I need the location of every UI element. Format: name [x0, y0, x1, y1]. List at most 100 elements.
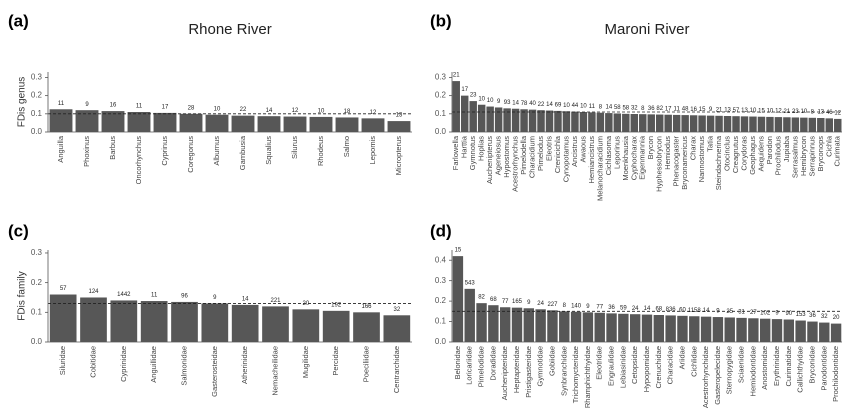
bar-count-label: 22 [538, 102, 545, 108]
bar-count-label: 9 [213, 295, 217, 301]
x-tick-label: Hemibrycon [799, 136, 808, 176]
bar [503, 108, 511, 132]
bar-count-label: 124 [88, 289, 99, 295]
x-tick-label: Moenkhausia [621, 135, 630, 180]
bar [698, 115, 706, 132]
bar-count-label: 23 [470, 93, 477, 99]
bar-count-label: 9 [709, 107, 713, 113]
x-tick-label: Erythrinidae [772, 346, 781, 386]
x-tick-label: Squalius [264, 136, 273, 165]
x-tick-label: Ariidae [677, 346, 686, 369]
x-tick-label: Engraulidae [607, 346, 616, 386]
bar [629, 314, 641, 342]
x-tick-label: Anguilla [56, 135, 65, 163]
bar [537, 110, 545, 132]
y-tick-label: 0.1 [31, 109, 43, 118]
bar-count-label: 68 [490, 297, 497, 303]
bar-count-label: 221 [270, 298, 281, 304]
bar-count-label: 28 [188, 105, 195, 111]
x-tick-label: Ancistrus [570, 136, 579, 167]
bar-count-label: 32 [821, 314, 828, 320]
x-tick-label: Prochilodontidae [831, 346, 840, 402]
x-tick-label: Charax [689, 136, 698, 160]
y-tick-label: 0.2 [435, 296, 447, 305]
y-tick-label: 0.3 [31, 73, 43, 82]
bar-count-label: 12 [292, 108, 299, 114]
bar-count-label: 10 [767, 108, 774, 114]
x-tick-label: Nannostomus [697, 136, 706, 183]
x-tick-label: Characidae [666, 346, 675, 384]
x-tick-label: Parodontidae [819, 346, 828, 391]
bar-count-label: 57 [60, 286, 67, 292]
x-tick-label: Gambusia [238, 135, 247, 170]
bar [689, 316, 700, 342]
bar-count-label: 9 [775, 311, 779, 317]
bar [783, 319, 795, 342]
bar-count-label: 15 [699, 107, 706, 113]
bar-count-label: 44 [572, 103, 579, 109]
bar-count-label: 9 [497, 99, 501, 105]
x-tick-label: Sciaenidae [737, 346, 746, 383]
bar [205, 114, 229, 132]
bar-count-label: 36 [809, 313, 816, 319]
y-tick-label: 0.0 [435, 337, 447, 346]
bar [110, 300, 138, 342]
x-tick-label: Gymnotidae [536, 346, 545, 386]
bar [783, 117, 791, 132]
bar [262, 306, 289, 342]
bar [153, 112, 177, 132]
x-tick-label: Cyprinus [160, 136, 169, 166]
x-tick-label: Phenacogaster [672, 135, 681, 186]
bar-count-label: 20 [302, 301, 309, 307]
bar [231, 115, 255, 132]
x-tick-label: Anostomidae [760, 346, 769, 390]
x-tick-label: Aequidens [756, 136, 765, 172]
x-tick-label: Barbus [108, 136, 117, 160]
bar [559, 311, 570, 342]
bar-count-label: 11 [136, 104, 143, 110]
bar-count-label: 14 [512, 100, 519, 106]
x-tick-label: Hypostomus [502, 136, 511, 178]
bar [80, 297, 107, 342]
bar [618, 313, 629, 342]
bar [639, 114, 647, 132]
x-tick-label: Tatia [706, 135, 715, 152]
bar-count-label: 16 [690, 107, 697, 113]
x-tick-label: Synbranchidae [559, 346, 568, 396]
x-tick-label: Eigenmannia [638, 135, 647, 180]
x-tick-label: Cichlasoma [604, 135, 613, 175]
bar [808, 117, 817, 132]
bar [791, 117, 800, 132]
bar-count-label: 10 [478, 96, 485, 102]
x-tick-label: Brycon [646, 136, 655, 159]
bar [681, 115, 689, 132]
x-tick-label: Otocinclus [723, 136, 732, 171]
panel-label: (b) [430, 11, 452, 30]
x-tick-label: Nemacheilidae [270, 346, 279, 396]
x-tick-label: Oncorhynchus [134, 136, 143, 185]
bar [127, 112, 151, 132]
bar-count-label: 24 [537, 301, 544, 307]
bar-count-label: 9 [527, 300, 531, 306]
x-tick-label: Lebiasinidae [618, 346, 627, 388]
bar [528, 109, 537, 132]
bar-count-label: 32 [631, 106, 638, 112]
bar-count-label: 24 [632, 306, 639, 312]
x-tick-label: Silurus [290, 136, 299, 159]
y-tick-label: 0.2 [31, 278, 43, 287]
x-tick-label: Awaous [578, 136, 587, 163]
bar [140, 301, 168, 342]
bar [494, 107, 503, 132]
x-tick-label: Acestrorhynchidae [701, 346, 710, 408]
bar-count-label: 82 [478, 295, 485, 301]
bar [335, 117, 359, 132]
bar [322, 310, 350, 342]
bar-count-label: 69 [555, 102, 562, 108]
x-tick-label: Cetopsidae [630, 346, 639, 384]
bar [689, 115, 698, 132]
x-tick-label: Hyphessobrycon [655, 136, 664, 192]
bar [488, 305, 499, 342]
bar [677, 315, 688, 342]
bar [309, 116, 333, 132]
bar-count-label: 78 [521, 101, 528, 107]
